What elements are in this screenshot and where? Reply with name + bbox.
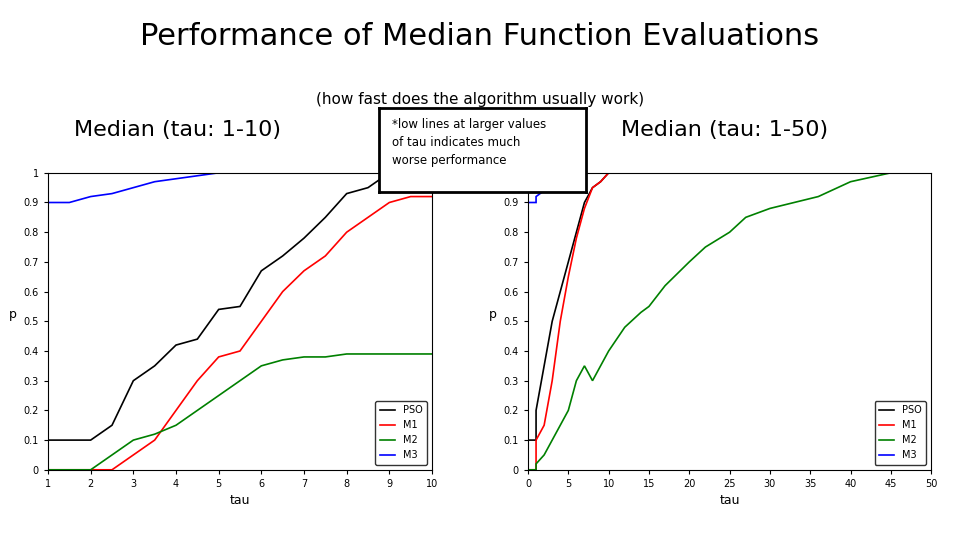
Text: (how fast does the algorithm usually work): (how fast does the algorithm usually wor… [316, 92, 644, 107]
X-axis label: tau: tau [229, 495, 251, 508]
Text: Performance of Median Function Evaluations: Performance of Median Function Evaluatio… [140, 22, 820, 51]
X-axis label: tau: tau [719, 495, 740, 508]
Legend: PSO, M1, M2, M3: PSO, M1, M2, M3 [375, 401, 427, 465]
Y-axis label: p: p [9, 308, 16, 321]
Text: Median (tau: 1-10): Median (tau: 1-10) [74, 120, 281, 140]
Y-axis label: p: p [489, 308, 496, 321]
Text: *low lines at larger values
of tau indicates much
worse performance: *low lines at larger values of tau indic… [392, 118, 546, 167]
Text: Median (tau: 1-50): Median (tau: 1-50) [621, 120, 828, 140]
Legend: PSO, M1, M2, M3: PSO, M1, M2, M3 [875, 401, 926, 465]
